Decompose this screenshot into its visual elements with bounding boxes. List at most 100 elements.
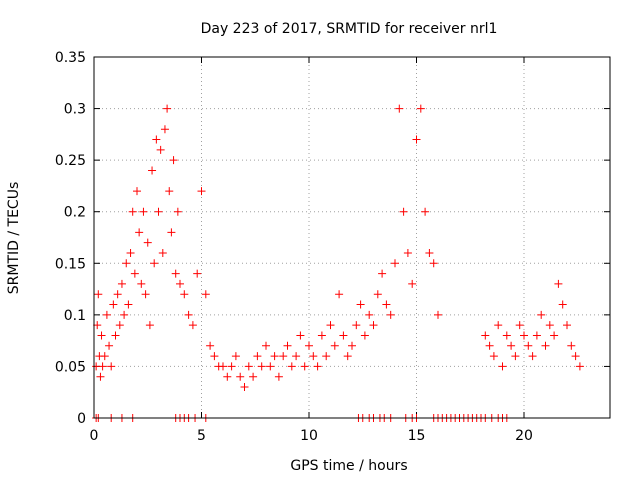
data-point — [528, 352, 537, 361]
y-tick-label: 0.05 — [55, 359, 86, 375]
data-point — [240, 383, 249, 392]
data-point — [139, 207, 148, 216]
data-point — [193, 269, 202, 278]
data-point — [124, 300, 133, 309]
data-point — [541, 341, 550, 350]
data-point — [425, 248, 434, 257]
data-point — [563, 321, 571, 330]
data-point — [145, 321, 154, 330]
data-point — [158, 248, 167, 257]
data-point — [219, 362, 227, 371]
data-point — [403, 248, 412, 257]
data-point — [94, 290, 103, 299]
data-point — [210, 352, 219, 361]
data-point — [300, 362, 309, 371]
data-point — [227, 362, 236, 371]
x-tick-label: 5 — [197, 428, 206, 444]
x-tick-label: 0 — [90, 428, 99, 444]
axes: 0 5 10 15 20 0 0.05 0.1 0.15 0.2 0.25 0.3 0.35 — [55, 50, 610, 444]
data-point — [93, 321, 102, 330]
data-point — [524, 341, 533, 350]
data-point — [305, 341, 313, 350]
data-point — [365, 310, 374, 319]
data-point — [515, 321, 524, 330]
data-point — [133, 187, 141, 196]
data-point — [348, 341, 356, 350]
data-point — [150, 259, 159, 268]
data-point — [279, 352, 288, 361]
data-point — [97, 331, 106, 340]
y-tick-label: 0.3 — [64, 102, 86, 118]
data-point — [575, 362, 584, 371]
data-point — [511, 352, 520, 361]
data-point — [128, 207, 137, 216]
data-point — [369, 321, 378, 330]
data-point — [326, 321, 335, 330]
data-point — [184, 310, 193, 319]
data-point — [313, 362, 322, 371]
data-point — [109, 300, 118, 309]
data-point — [335, 290, 344, 299]
y-tick-label: 0.15 — [55, 256, 86, 272]
data-point — [382, 300, 391, 309]
data-point — [434, 310, 442, 319]
data-point — [412, 135, 421, 144]
data-point — [223, 372, 232, 381]
data-point — [154, 207, 163, 216]
data-point — [309, 352, 318, 361]
data-point — [360, 331, 369, 340]
data-point — [520, 331, 528, 340]
data-point — [554, 279, 563, 288]
data-point — [558, 300, 567, 309]
data-point — [120, 310, 129, 319]
data-point — [98, 362, 107, 371]
data-point — [141, 290, 150, 299]
data-point — [296, 331, 305, 340]
data-point — [386, 310, 395, 319]
x-tick-label: 20 — [515, 428, 533, 444]
x-tick-label: 15 — [408, 428, 426, 444]
plot-frame — [93, 56, 611, 419]
data-point — [550, 331, 559, 340]
data-point — [102, 310, 111, 319]
data-point — [160, 125, 169, 134]
data-point — [180, 290, 189, 299]
data-point — [262, 341, 270, 350]
data-point — [156, 145, 165, 154]
data-point — [545, 321, 554, 330]
data-point — [231, 352, 240, 361]
grid-lines — [94, 57, 610, 418]
data-point — [135, 228, 144, 237]
data-point — [408, 279, 417, 288]
y-axis-label: SRMTID / TECUs — [6, 182, 22, 295]
data-point — [152, 135, 161, 144]
data-point — [421, 207, 430, 216]
data-point — [567, 341, 576, 350]
data-point — [485, 341, 494, 350]
data-point — [330, 341, 339, 350]
data-point — [105, 341, 114, 350]
data-point — [111, 331, 120, 340]
data-point — [502, 331, 511, 340]
data-point — [416, 104, 425, 113]
y-tick-label: 0.2 — [64, 205, 86, 221]
data-point — [249, 372, 258, 381]
data-point — [266, 362, 275, 371]
y-tick-label: 0.25 — [55, 153, 86, 169]
data-point — [391, 259, 399, 268]
data-point — [274, 372, 283, 381]
data-point — [165, 187, 174, 196]
data-point — [96, 372, 105, 381]
data-point — [100, 352, 109, 361]
data-point — [494, 321, 503, 330]
data-point — [176, 279, 184, 288]
data-point — [130, 269, 139, 278]
data-point — [481, 331, 490, 340]
x-tick-label: 10 — [300, 428, 318, 444]
y-tick-label: 0 — [77, 411, 86, 427]
data-point — [395, 104, 404, 113]
data-point — [373, 290, 382, 299]
data-point — [173, 207, 182, 216]
data-point — [429, 259, 438, 268]
